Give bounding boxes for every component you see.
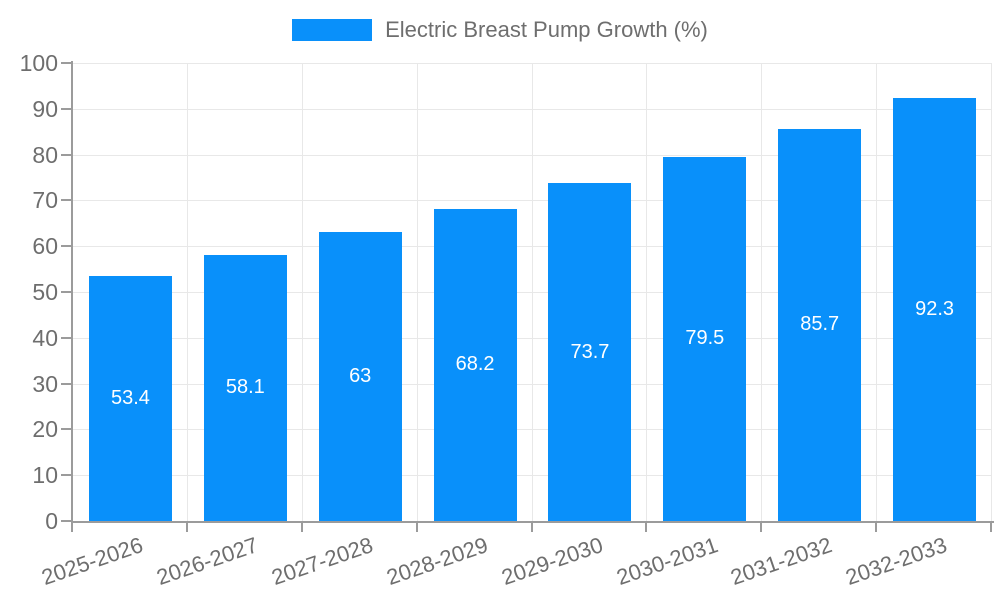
y-axis-tick — [61, 336, 73, 339]
gridline-vertical — [416, 63, 418, 521]
gridline-vertical — [531, 63, 533, 521]
bar-value-label: 68.2 — [455, 353, 495, 376]
x-axis-category-label: 2025-2026 — [38, 532, 147, 590]
gridline-horizontal — [73, 475, 992, 477]
x-axis-line — [71, 521, 994, 523]
gridline-vertical — [186, 63, 188, 521]
legend-item[interactable]: Electric Breast Pump Growth (%) — [0, 17, 1000, 43]
y-axis-tick — [61, 62, 73, 64]
y-axis-tick — [61, 520, 73, 522]
y-axis-tick — [61, 428, 73, 431]
bar: 53.4 — [88, 276, 172, 521]
gridline-vertical — [301, 63, 303, 521]
y-axis-tick-label: 50 — [32, 279, 58, 305]
y-axis-tick-label: 40 — [32, 324, 58, 351]
bar-value-label: 53.4 — [110, 387, 150, 410]
bar-value-label: 73.7 — [570, 340, 610, 363]
y-axis-tick — [61, 474, 73, 477]
y-axis-tick-label: 100 — [19, 50, 58, 76]
y-axis-tick-label: 70 — [32, 187, 58, 214]
y-axis-tick-label: 60 — [32, 233, 58, 260]
bar-value-label: 63 — [349, 365, 372, 388]
bar: 92.3 — [893, 98, 977, 521]
bar: 73.7 — [548, 183, 632, 521]
bar-value-label: 85.7 — [800, 313, 840, 336]
x-axis-tick — [415, 523, 418, 532]
x-axis-tick — [760, 523, 763, 532]
x-axis-tick — [71, 523, 73, 532]
gridline-horizontal — [73, 383, 992, 385]
bar-value-label: 79.5 — [685, 327, 725, 350]
y-axis-tick-label: 80 — [32, 141, 58, 168]
gridline-vertical — [876, 63, 878, 521]
x-axis-category-label: 2032-2033 — [842, 532, 951, 590]
bar: 79.5 — [663, 156, 747, 521]
x-axis-tick — [990, 523, 992, 532]
x-axis-tick — [185, 523, 188, 532]
y-axis-tick — [61, 199, 73, 202]
gridline-horizontal — [73, 337, 992, 339]
y-axis-tick-label: 30 — [32, 370, 58, 397]
bar-value-label: 58.1 — [225, 376, 265, 399]
gridline-horizontal — [73, 429, 992, 431]
x-axis-category-label: 2026-2027 — [153, 532, 262, 590]
x-axis-tick — [530, 523, 533, 532]
gridline-horizontal — [73, 108, 992, 110]
gridline-vertical — [646, 63, 648, 521]
y-axis-tick — [61, 382, 73, 385]
x-axis-category-label: 2031-2032 — [727, 532, 836, 590]
gridline-horizontal — [73, 292, 992, 293]
y-axis-tick-label: 10 — [32, 462, 58, 489]
gridline-horizontal — [73, 200, 992, 202]
y-axis-tick — [61, 153, 73, 156]
y-axis-tick — [61, 245, 73, 248]
gridline-vertical — [761, 63, 763, 521]
gridline-horizontal — [73, 246, 992, 248]
x-axis-tick — [300, 523, 303, 532]
y-axis-tick-label: 90 — [32, 95, 58, 122]
y-axis-tick-label: 20 — [32, 416, 58, 443]
x-axis-category-label: 2028-2029 — [383, 532, 491, 590]
x-axis-category-label: 2027-2028 — [268, 532, 377, 590]
legend-swatch — [292, 19, 373, 41]
plot-area: 53.4 58.1 63 68.2 73.7 79.5 85.7 92.3 — [73, 63, 992, 521]
y-axis-tick — [61, 107, 73, 110]
gridline-vertical — [991, 63, 992, 521]
bar-value-label: 92.3 — [915, 298, 955, 321]
y-axis-tick — [61, 291, 73, 293]
gridline-horizontal — [73, 154, 992, 156]
x-axis-category-label: 2030-2031 — [613, 532, 721, 590]
bar: 58.1 — [203, 254, 287, 521]
legend-label: Electric Breast Pump Growth (%) — [385, 17, 708, 42]
x-axis-tick — [875, 523, 878, 532]
x-axis-category-label: 2029-2030 — [498, 532, 606, 590]
gridline-horizontal — [73, 63, 992, 64]
y-axis-tick-label: 0 — [45, 508, 58, 534]
x-axis-tick — [645, 523, 648, 532]
bar: 63 — [318, 232, 402, 521]
bar: 68.2 — [433, 208, 517, 521]
bar: 85.7 — [778, 128, 862, 521]
